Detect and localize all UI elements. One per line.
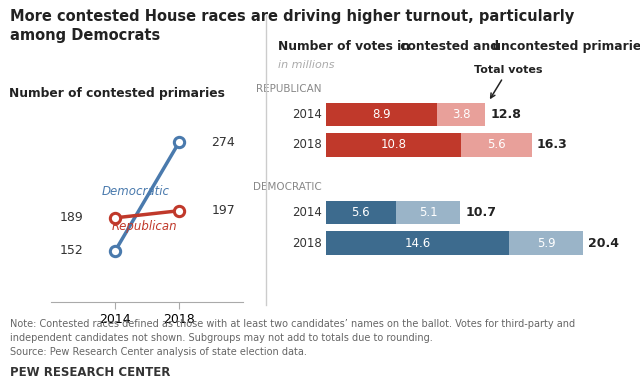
Text: 5.6: 5.6	[351, 206, 370, 219]
Text: Democratic: Democratic	[102, 185, 170, 198]
Text: independent candidates not shown. Subgroups may not add to totals due to roundin: independent candidates not shown. Subgro…	[10, 333, 433, 343]
Text: contested and: contested and	[396, 40, 503, 52]
Text: Republican: Republican	[111, 220, 177, 233]
Text: 2014: 2014	[292, 206, 322, 219]
Text: 5.1: 5.1	[419, 206, 437, 219]
Text: 3.8: 3.8	[452, 108, 470, 121]
Text: REPUBLICAN: REPUBLICAN	[256, 84, 322, 93]
Text: Source: Pew Research Center analysis of state election data.: Source: Pew Research Center analysis of …	[10, 347, 307, 357]
Point	[110, 248, 120, 254]
Text: uncontested primaries: uncontested primaries	[488, 40, 640, 52]
Point	[110, 215, 120, 221]
Bar	[437, 103, 485, 126]
Text: 189: 189	[60, 211, 83, 224]
Bar	[509, 231, 583, 255]
Text: in millions: in millions	[278, 60, 335, 70]
Text: 16.3: 16.3	[537, 138, 568, 152]
Text: 2018: 2018	[292, 138, 322, 152]
Bar	[396, 201, 460, 224]
Text: 10.7: 10.7	[465, 206, 496, 219]
Bar	[326, 231, 509, 255]
Text: Total votes: Total votes	[474, 65, 542, 98]
Text: Number of contested primaries: Number of contested primaries	[9, 87, 225, 100]
Bar	[461, 133, 532, 157]
Bar	[326, 103, 437, 126]
Text: 14.6: 14.6	[404, 237, 431, 250]
Point	[174, 208, 184, 214]
Text: 2014: 2014	[292, 108, 322, 121]
Point	[174, 139, 184, 145]
Text: 20.4: 20.4	[588, 237, 620, 250]
Text: PEW RESEARCH CENTER: PEW RESEARCH CENTER	[10, 366, 170, 377]
Text: 5.6: 5.6	[487, 138, 506, 152]
Text: 197: 197	[211, 204, 235, 217]
Text: 274: 274	[211, 136, 235, 149]
Text: 8.9: 8.9	[372, 108, 391, 121]
Text: 12.8: 12.8	[490, 108, 521, 121]
Text: DEMOCRATIC: DEMOCRATIC	[253, 182, 322, 192]
Text: 2018: 2018	[292, 237, 322, 250]
Text: 152: 152	[60, 244, 83, 257]
Text: 5.9: 5.9	[537, 237, 556, 250]
Bar	[326, 133, 461, 157]
Text: More contested House races are driving higher turnout, particularly
among Democr: More contested House races are driving h…	[10, 9, 574, 43]
Text: 10.8: 10.8	[380, 138, 406, 152]
Text: Note: Contested races defined as those with at least two candidates’ names on th: Note: Contested races defined as those w…	[10, 319, 575, 329]
Text: Number of votes in: Number of votes in	[278, 40, 415, 52]
Bar	[326, 201, 396, 224]
